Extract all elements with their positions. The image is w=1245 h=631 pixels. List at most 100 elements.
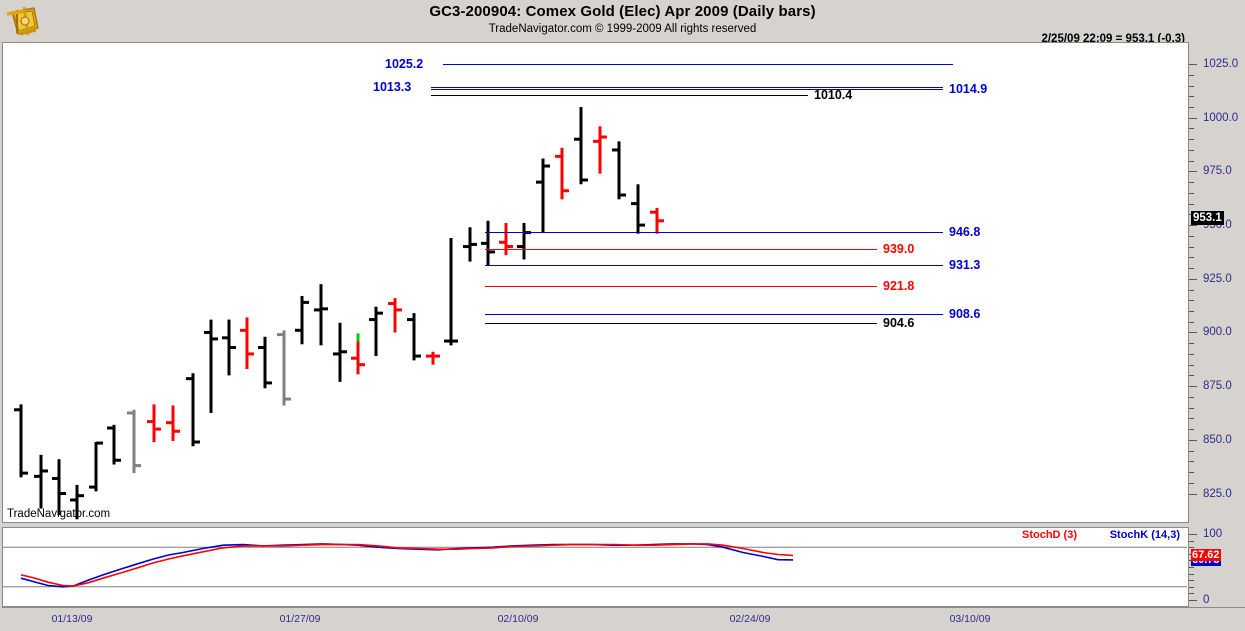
ohlc-bar xyxy=(127,409,141,474)
price-level-label: 1013.3 xyxy=(373,80,412,95)
date-tick-label: 01/27/09 xyxy=(279,613,321,625)
ohlc-bar xyxy=(536,158,550,233)
ohlc-bar xyxy=(186,373,200,447)
date-tick-label: 03/10/09 xyxy=(949,613,991,625)
axis-minor-tick xyxy=(1189,472,1194,474)
price-level-label: 921.8 xyxy=(883,278,915,293)
axis-tick-label: 975.0 xyxy=(1203,165,1232,178)
ohlc-bar xyxy=(444,237,458,346)
price-axis[interactable]: 1025.01000.0975.0950.0925.0900.0875.0850… xyxy=(1188,42,1245,523)
axis-minor-tick xyxy=(1189,450,1194,452)
ohlc-bar xyxy=(295,295,309,345)
price-level-label: 1025.2 xyxy=(385,56,424,71)
page-title: GC3-200904: Comex Gold (Elec) Apr 2009 (… xyxy=(429,3,816,20)
axis-tick xyxy=(1189,386,1197,388)
ohlc-bar xyxy=(204,319,218,413)
axis-tick-label: 0 xyxy=(1203,594,1210,606)
price-chart-pane[interactable]: 1025.2 1013.3 1014.9 1010.4 946.8 939.0 931.3 9… xyxy=(2,42,1188,523)
axis-tick-label: 1025.0 xyxy=(1203,58,1239,71)
price-level-line[interactable] xyxy=(443,63,953,65)
date-axis[interactable]: 01/13/09 01/27/09 02/10/09 02/24/09 03/10/09 xyxy=(2,607,1245,631)
price-level-line[interactable] xyxy=(431,88,943,90)
axis-minor-tick xyxy=(1189,429,1194,431)
price-level-label: 946.8 xyxy=(949,224,981,239)
price-level-line[interactable] xyxy=(485,248,877,250)
axis-minor-tick xyxy=(1189,375,1194,377)
ohlc-bar xyxy=(426,351,440,365)
axis-minor-tick xyxy=(1189,547,1194,549)
price-plot xyxy=(14,106,664,520)
axis-tick xyxy=(1189,225,1197,227)
price-level-line[interactable] xyxy=(431,87,943,89)
ohlc-bar xyxy=(52,459,66,515)
axis-minor-tick xyxy=(1189,268,1194,270)
price-level-line[interactable] xyxy=(485,231,943,233)
ohlc-bar xyxy=(517,222,531,260)
stochastic-k-line xyxy=(20,543,794,588)
ohlc-bar xyxy=(277,330,291,406)
chart-header: GC3-200904: Comex Gold (Elec) Apr 2009 (… xyxy=(0,0,1245,42)
stochastic-axis[interactable]: 1000 60.7567.62 xyxy=(1188,527,1245,607)
axis-minor-tick xyxy=(1189,235,1194,237)
current-price-badge: 953.1 xyxy=(1191,211,1224,226)
watermark: TradeNavigator.com xyxy=(7,508,111,520)
axis-minor-tick xyxy=(1189,182,1194,184)
price-level-label: 939.0 xyxy=(883,241,915,256)
axis-minor-tick xyxy=(1189,203,1194,205)
price-level-line[interactable] xyxy=(485,322,877,324)
axis-tick-label: 1000.0 xyxy=(1203,111,1239,124)
axis-minor-tick xyxy=(1189,257,1194,259)
axis-minor-tick xyxy=(1189,246,1194,248)
sextant-icon xyxy=(4,2,46,40)
price-level-label: 1014.9 xyxy=(949,81,988,96)
ohlc-bar xyxy=(314,284,328,346)
axis-minor-tick xyxy=(1189,586,1194,588)
ohlc-bar xyxy=(14,404,28,478)
ohlc-bar xyxy=(89,441,103,492)
axis-tick xyxy=(1189,439,1197,441)
date-tick-label: 01/13/09 xyxy=(51,613,93,625)
stochastic-d-line xyxy=(20,543,794,587)
axis-minor-tick xyxy=(1189,139,1194,141)
axis-minor-tick xyxy=(1189,364,1194,366)
ohlc-bar xyxy=(481,220,495,266)
ohlc-bar xyxy=(258,336,272,389)
ohlc-bar xyxy=(70,484,84,520)
legend-entry: StochD (3) xyxy=(1022,529,1077,541)
axis-tick xyxy=(1189,117,1197,119)
stochastic-pane[interactable]: StochK (14,3) StochD (3) xyxy=(2,527,1188,607)
ohlc-bar xyxy=(333,322,347,382)
price-level-line[interactable] xyxy=(485,265,943,267)
axis-tick xyxy=(1189,600,1197,601)
date-tick-label: 02/24/09 xyxy=(729,613,771,625)
ohlc-bar xyxy=(499,222,513,256)
axis-tick-label: 850.0 xyxy=(1203,433,1232,446)
axis-minor-tick xyxy=(1189,192,1194,194)
price-level-label: 904.6 xyxy=(883,315,915,330)
axis-minor-tick xyxy=(1189,321,1194,323)
price-level-label: 908.6 xyxy=(949,306,981,321)
axis-minor-tick xyxy=(1189,96,1194,98)
axis-tick-label: 900.0 xyxy=(1203,326,1232,339)
copyright-notice: TradeNavigator.com © 1999-2009 All right… xyxy=(488,23,757,35)
ohlc-bar xyxy=(107,424,121,465)
axis-minor-tick xyxy=(1189,74,1194,76)
ohlc-bar xyxy=(240,317,254,369)
axis-minor-tick xyxy=(1189,396,1194,398)
ohlc-bar xyxy=(650,207,664,234)
price-level-line[interactable] xyxy=(485,285,877,287)
axis-minor-tick xyxy=(1189,160,1194,162)
ohlc-bar xyxy=(407,313,421,361)
ohlc-bar xyxy=(369,306,383,357)
axis-tick xyxy=(1189,64,1197,66)
price-level-line[interactable] xyxy=(485,313,943,315)
price-level-line[interactable] xyxy=(431,95,808,97)
axis-tick xyxy=(1189,493,1197,495)
axis-minor-tick xyxy=(1189,580,1194,582)
axis-minor-tick xyxy=(1189,482,1194,484)
ohlc-bar xyxy=(222,319,236,376)
axis-minor-tick xyxy=(1189,461,1194,463)
axis-tick xyxy=(1189,534,1197,535)
ohlc-bar xyxy=(463,227,477,262)
